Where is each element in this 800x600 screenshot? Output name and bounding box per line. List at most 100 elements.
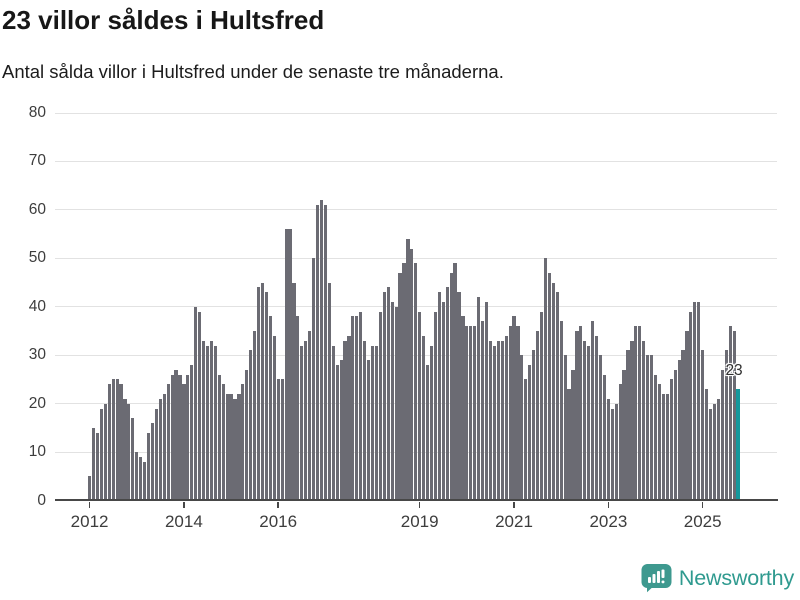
- bar: [154, 408, 158, 501]
- bar: [414, 263, 418, 501]
- bar: [103, 403, 107, 501]
- bar: [528, 364, 532, 501]
- bar: [127, 403, 131, 501]
- bar: [728, 326, 732, 501]
- bar: [445, 287, 449, 501]
- bar: [370, 345, 375, 501]
- newsworthy-logo-icon: [641, 564, 672, 593]
- bar: [477, 297, 481, 501]
- x-axis-tick: [701, 501, 704, 508]
- bar: [575, 331, 579, 501]
- bar: [363, 340, 367, 501]
- bar: [555, 292, 559, 501]
- bar: [237, 393, 241, 501]
- bar: [249, 350, 253, 501]
- bar: [107, 384, 111, 501]
- bar: [500, 340, 504, 501]
- bar: [327, 282, 331, 501]
- bar: [272, 335, 276, 501]
- bar: [425, 364, 430, 501]
- bar: [516, 326, 520, 501]
- bar: [347, 335, 351, 501]
- bar: [394, 306, 398, 501]
- bar: [268, 316, 272, 501]
- bar: [724, 350, 728, 501]
- bar: [351, 316, 355, 501]
- bar: [465, 326, 469, 501]
- bar: [382, 292, 386, 501]
- bar: [606, 398, 610, 501]
- gridline: [55, 160, 777, 162]
- bar: [689, 311, 693, 501]
- bar: [496, 340, 500, 501]
- x-axis-tick-label: 2021: [495, 511, 533, 531]
- bar: [598, 355, 603, 501]
- bar: [194, 306, 198, 501]
- bar: [143, 461, 147, 501]
- gridline: [55, 209, 777, 211]
- x-axis-tick-label: 2012: [70, 511, 109, 531]
- bar: [720, 369, 724, 501]
- last-value-label: 23: [725, 362, 743, 380]
- bar: [111, 379, 115, 501]
- bar: [587, 345, 591, 501]
- highlight-bar: [736, 389, 740, 501]
- bar: [469, 326, 473, 501]
- bar: [532, 350, 536, 501]
- x-axis-tick-label: 2016: [259, 511, 298, 531]
- bar: [429, 345, 434, 501]
- bar: [88, 476, 92, 501]
- bar: [91, 427, 96, 501]
- bar: [253, 331, 257, 501]
- bar: [225, 393, 229, 501]
- bar: [280, 379, 284, 501]
- bar: [213, 345, 217, 501]
- bar: [693, 301, 697, 501]
- bar: [402, 263, 406, 501]
- bar: [594, 335, 599, 501]
- bar: [520, 355, 524, 501]
- bar: [178, 374, 182, 501]
- bar: [170, 374, 174, 501]
- bar: [665, 393, 669, 501]
- bar: [288, 229, 292, 501]
- bar: [649, 355, 654, 501]
- gridline: [55, 257, 777, 259]
- bar: [512, 316, 516, 501]
- bar: [473, 326, 477, 501]
- bar: [166, 384, 170, 501]
- bar: [563, 355, 567, 501]
- bar: [449, 272, 453, 501]
- bar: [115, 379, 119, 501]
- x-axis-line: [55, 499, 778, 502]
- bar: [547, 272, 551, 501]
- bar: [335, 364, 339, 501]
- bar: [484, 301, 489, 501]
- bar: [95, 432, 100, 501]
- chart-subtitle: Antal sålda villor i Hultsfred under de …: [2, 61, 504, 82]
- bar: [241, 384, 245, 501]
- bar: [264, 292, 269, 501]
- y-axis-tick-label: 50: [28, 249, 46, 267]
- bar: [457, 292, 461, 501]
- bar: [331, 345, 335, 501]
- bar: [418, 311, 422, 501]
- bar: [221, 384, 225, 501]
- bar: [182, 384, 186, 501]
- bar: [374, 345, 379, 501]
- x-axis-tick: [277, 501, 279, 508]
- gridline: [55, 112, 777, 114]
- bar: [732, 331, 736, 501]
- bar: [292, 282, 296, 501]
- x-axis-tick-label: 2023: [589, 511, 628, 531]
- bar: [367, 360, 371, 501]
- bar: [131, 418, 135, 501]
- bar: [319, 200, 324, 501]
- bar: [390, 301, 394, 501]
- bar: [461, 316, 465, 501]
- bar: [150, 423, 155, 501]
- bar: [583, 340, 587, 501]
- bar: [339, 360, 343, 501]
- bar: [99, 408, 103, 501]
